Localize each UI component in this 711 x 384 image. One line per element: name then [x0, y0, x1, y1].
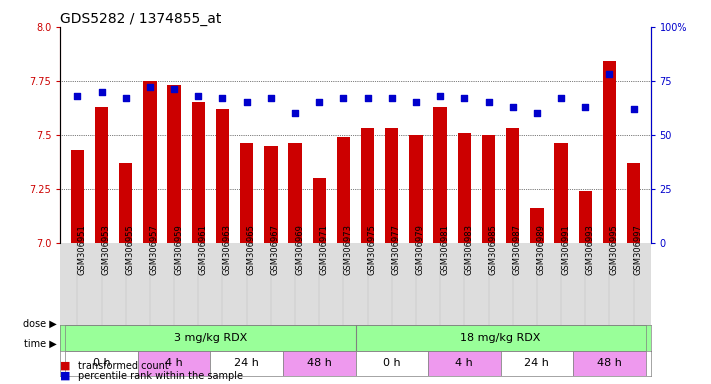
- Text: GSM306981: GSM306981: [440, 224, 449, 275]
- Point: [265, 95, 277, 101]
- Text: GSM306955: GSM306955: [126, 224, 135, 275]
- Text: 48 h: 48 h: [597, 359, 622, 369]
- Bar: [283, 351, 356, 376]
- Bar: [573, 351, 646, 376]
- Text: GSM306969: GSM306969: [295, 224, 304, 275]
- Point: [555, 95, 567, 101]
- Text: GSM306985: GSM306985: [488, 224, 498, 275]
- Bar: [555, 144, 567, 243]
- Bar: [216, 109, 229, 243]
- Text: ■: ■: [60, 361, 71, 371]
- Bar: [361, 128, 374, 243]
- Text: GSM306997: GSM306997: [634, 224, 643, 275]
- Point: [144, 84, 156, 90]
- Text: dose ▶: dose ▶: [23, 318, 57, 328]
- Text: GSM306967: GSM306967: [271, 224, 280, 275]
- Point: [531, 110, 542, 116]
- Text: 24 h: 24 h: [525, 359, 550, 369]
- Text: GSM306987: GSM306987: [513, 224, 522, 275]
- Point: [193, 93, 204, 99]
- Text: GSM306975: GSM306975: [368, 224, 377, 275]
- Text: ■: ■: [60, 371, 71, 381]
- Bar: [337, 137, 350, 243]
- Text: GSM306971: GSM306971: [319, 224, 328, 275]
- Text: 0 h: 0 h: [92, 359, 110, 369]
- Text: GSM306973: GSM306973: [343, 224, 353, 275]
- Bar: [410, 135, 422, 243]
- Text: transformed count: transformed count: [78, 361, 169, 371]
- Text: GSM306979: GSM306979: [416, 224, 425, 275]
- Text: GSM306983: GSM306983: [464, 224, 474, 275]
- Text: GSM306995: GSM306995: [609, 224, 619, 275]
- Text: 24 h: 24 h: [234, 359, 259, 369]
- Bar: [501, 351, 573, 376]
- Bar: [627, 163, 641, 243]
- Text: GSM306961: GSM306961: [198, 224, 208, 275]
- Text: 0 h: 0 h: [383, 359, 400, 369]
- Text: GSM306977: GSM306977: [392, 224, 401, 275]
- Text: GSM306963: GSM306963: [223, 224, 232, 275]
- Point: [434, 93, 446, 99]
- Point: [459, 95, 470, 101]
- Bar: [65, 351, 138, 376]
- Point: [604, 71, 615, 78]
- Bar: [482, 135, 495, 243]
- Point: [507, 104, 518, 110]
- Text: GSM306989: GSM306989: [537, 224, 546, 275]
- Bar: [428, 351, 501, 376]
- Text: GSM306957: GSM306957: [150, 224, 159, 275]
- Point: [483, 99, 494, 106]
- Text: GSM306965: GSM306965: [247, 224, 256, 275]
- Bar: [240, 144, 253, 243]
- Bar: [356, 351, 428, 376]
- Point: [96, 89, 107, 95]
- Text: 3 mg/kg RDX: 3 mg/kg RDX: [173, 333, 247, 343]
- Bar: [434, 107, 447, 243]
- Point: [289, 110, 301, 116]
- Text: 48 h: 48 h: [306, 359, 331, 369]
- Text: percentile rank within the sample: percentile rank within the sample: [78, 371, 243, 381]
- Text: GSM306953: GSM306953: [102, 224, 110, 275]
- Bar: [210, 351, 283, 376]
- Bar: [192, 103, 205, 243]
- Bar: [458, 132, 471, 243]
- Point: [314, 99, 325, 106]
- Point: [628, 106, 639, 112]
- Bar: [603, 61, 616, 243]
- Bar: [144, 81, 156, 243]
- Bar: [138, 351, 210, 376]
- Bar: [289, 144, 301, 243]
- Text: 4 h: 4 h: [165, 359, 183, 369]
- Bar: [119, 163, 132, 243]
- Bar: [95, 107, 108, 243]
- Bar: [579, 191, 592, 243]
- Text: 18 mg/kg RDX: 18 mg/kg RDX: [461, 333, 541, 343]
- Bar: [168, 85, 181, 243]
- Text: 4 h: 4 h: [456, 359, 474, 369]
- Bar: [506, 128, 519, 243]
- Bar: [313, 178, 326, 243]
- Bar: [356, 325, 646, 351]
- Point: [338, 95, 349, 101]
- Text: GSM306991: GSM306991: [561, 224, 570, 275]
- Bar: [65, 325, 356, 351]
- Text: time ▶: time ▶: [24, 339, 57, 349]
- Point: [362, 95, 373, 101]
- Bar: [385, 128, 398, 243]
- Text: GSM306959: GSM306959: [174, 224, 183, 275]
- Text: GDS5282 / 1374855_at: GDS5282 / 1374855_at: [60, 12, 222, 26]
- Point: [217, 95, 228, 101]
- Point: [579, 104, 591, 110]
- Bar: [70, 150, 84, 243]
- Point: [241, 99, 252, 106]
- Point: [72, 93, 83, 99]
- Point: [120, 95, 132, 101]
- Text: GSM306993: GSM306993: [585, 224, 594, 275]
- Point: [410, 99, 422, 106]
- Point: [386, 95, 397, 101]
- Text: GSM306951: GSM306951: [77, 224, 86, 275]
- Point: [169, 86, 180, 93]
- Bar: [264, 146, 277, 243]
- Bar: [530, 208, 543, 243]
